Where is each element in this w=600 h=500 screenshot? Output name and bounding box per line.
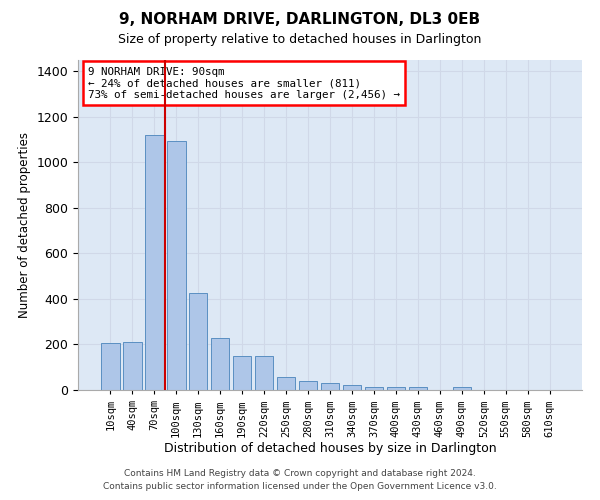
Bar bbox=[299, 382, 317, 390]
Bar bbox=[255, 356, 274, 390]
Y-axis label: Number of detached properties: Number of detached properties bbox=[18, 132, 31, 318]
X-axis label: Distribution of detached houses by size in Darlington: Distribution of detached houses by size … bbox=[164, 442, 496, 455]
Bar bbox=[386, 386, 405, 390]
Bar bbox=[277, 377, 295, 390]
Bar bbox=[101, 343, 119, 390]
Bar bbox=[189, 294, 208, 390]
Text: 9, NORHAM DRIVE, DARLINGTON, DL3 0EB: 9, NORHAM DRIVE, DARLINGTON, DL3 0EB bbox=[119, 12, 481, 28]
Bar bbox=[452, 388, 471, 390]
Text: Size of property relative to detached houses in Darlington: Size of property relative to detached ho… bbox=[118, 32, 482, 46]
Bar bbox=[233, 356, 251, 390]
Text: Contains public sector information licensed under the Open Government Licence v3: Contains public sector information licen… bbox=[103, 482, 497, 491]
Bar bbox=[123, 342, 142, 390]
Bar bbox=[365, 387, 383, 390]
Bar bbox=[343, 385, 361, 390]
Bar bbox=[409, 386, 427, 390]
Bar bbox=[211, 338, 229, 390]
Bar bbox=[167, 141, 185, 390]
Bar bbox=[320, 383, 340, 390]
Text: Contains HM Land Registry data © Crown copyright and database right 2024.: Contains HM Land Registry data © Crown c… bbox=[124, 468, 476, 477]
Text: 9 NORHAM DRIVE: 90sqm
← 24% of detached houses are smaller (811)
73% of semi-det: 9 NORHAM DRIVE: 90sqm ← 24% of detached … bbox=[88, 66, 400, 100]
Bar bbox=[145, 135, 164, 390]
